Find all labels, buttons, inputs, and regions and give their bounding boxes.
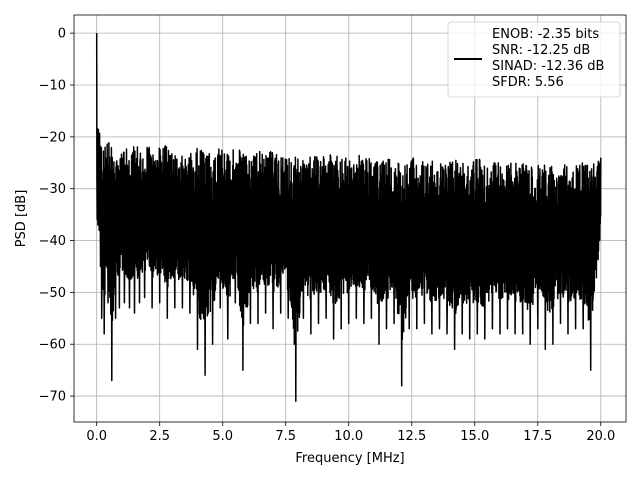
- x-tick-label: 20.0: [586, 429, 615, 444]
- legend-snr-text: SNR: -12.25 dB: [492, 43, 590, 58]
- y-tick-label: −20: [39, 130, 66, 145]
- y-tick-label: −60: [39, 338, 66, 353]
- x-tick-label: 7.5: [275, 429, 296, 444]
- y-tick-label: −30: [39, 182, 66, 197]
- x-tick-label: 0.0: [86, 429, 107, 444]
- legend-box: [447, 21, 621, 98]
- psd-series-line: [95, 33, 602, 403]
- y-tick-label: −70: [39, 390, 66, 405]
- x-tick-label: 2.5: [149, 429, 170, 444]
- y-tick-label: −10: [39, 78, 66, 93]
- y-tick-label: −50: [39, 286, 66, 301]
- legend: ENOB: -2.35 bits SNR: -12.25 dB SINAD: -…: [447, 21, 621, 98]
- x-tick-label: 10.0: [334, 429, 363, 444]
- x-axis-label: Frequency [MHz]: [295, 451, 404, 466]
- y-tick-label: 0: [58, 27, 66, 42]
- x-tick-label: 5.0: [212, 429, 233, 444]
- legend-enob-text: ENOB: -2.35 bits: [492, 27, 599, 42]
- x-tick-label: 17.5: [523, 429, 552, 444]
- legend-sinad-text: SINAD: -12.36 dB: [492, 59, 604, 74]
- y-tick-label: −40: [39, 234, 66, 249]
- axis-ticks: 0.0 2.5 5.0 7.5 10.0 12.5 15.0 17.5 20.0 0 −10 −20 −…: [39, 27, 616, 444]
- x-tick-label: 12.5: [397, 429, 426, 444]
- y-axis-label: PSD [dB]: [14, 190, 29, 248]
- legend-sfdr-text: SFDR: 5.56: [492, 75, 564, 90]
- x-tick-label: 15.0: [460, 429, 489, 444]
- plot-frame: [73, 14, 627, 423]
- series-layer: [95, 33, 602, 403]
